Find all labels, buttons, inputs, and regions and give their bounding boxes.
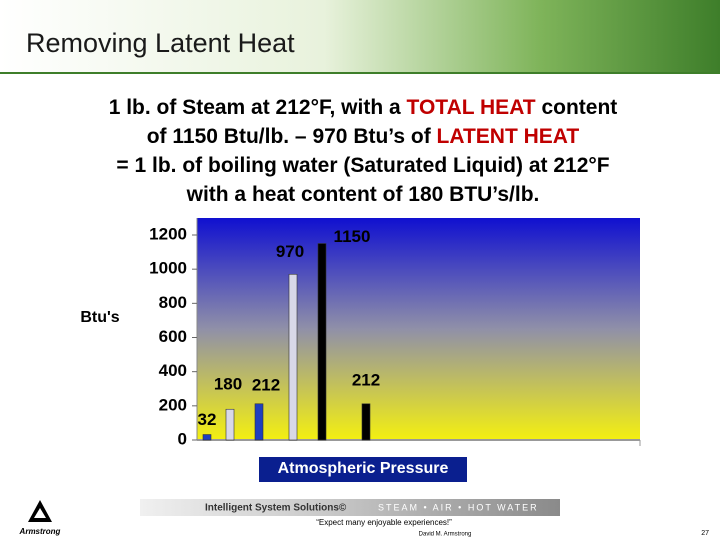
x-label-box <box>257 455 469 484</box>
bar <box>361 403 371 441</box>
y-axis-label: Btu's <box>80 309 119 326</box>
subtitle-segment: TOTAL HEAT <box>407 96 536 119</box>
y-tick-label: 200 <box>159 395 187 414</box>
data-label: 180 <box>214 375 242 394</box>
bar <box>225 408 235 441</box>
bar <box>202 434 212 441</box>
subtitle-segment: content <box>536 96 618 119</box>
bar <box>317 243 327 441</box>
x-axis-label: Atmospheric Pressure <box>278 460 449 477</box>
subtitle-segment: 1 lb. of Steam at 212°F, with a <box>109 96 407 119</box>
y-tick-label: 0 <box>178 429 187 448</box>
y-tick-label: 600 <box>159 327 187 346</box>
data-label: 212 <box>252 375 280 394</box>
footer-services: STEAM • AIR • HOT WATER <box>378 502 539 512</box>
y-tick-label: 1000 <box>149 259 187 278</box>
bar <box>288 273 298 441</box>
footer-author: David M. Armstrong <box>419 532 472 538</box>
subtitle-line: 1 lb. of Steam at 212°F, with a TOTAL HE… <box>109 96 618 119</box>
bar <box>254 403 264 441</box>
subtitle-line: = 1 lb. of boiling water (Saturated Liqu… <box>116 154 609 177</box>
y-tick-label: 400 <box>159 361 187 380</box>
logo-mark <box>28 500 52 522</box>
y-tick-label: 800 <box>159 293 187 312</box>
footer-tagline: Intelligent System Solutions© <box>205 503 347 514</box>
footer-band <box>140 499 560 516</box>
subtitle: 1 lb. of Steam at 212°F, with a TOTAL HE… <box>109 96 618 206</box>
data-label: 970 <box>276 242 304 261</box>
subtitle-segment: LATENT HEAT <box>437 125 580 148</box>
subtitle-segment: = 1 lb. of boiling water (Saturated Liqu… <box>116 154 609 177</box>
y-tick-label: 1200 <box>149 224 187 243</box>
subtitle-line: of 1150 Btu/lb. – 970 Btu’s of LATENT HE… <box>147 125 580 148</box>
chart: 0 200 400 600 800 1000 1200 32 180 212 970 1150 212 <box>149 224 380 448</box>
page-number: 27 <box>701 530 709 537</box>
data-label: 32 <box>198 410 217 429</box>
subtitle-segment: of 1150 Btu/lb. – 970 Btu’s of <box>147 125 437 148</box>
header-band <box>0 0 720 72</box>
data-label: 1150 <box>334 227 371 246</box>
data-label: 212 <box>352 370 380 389</box>
plot-area <box>197 218 640 440</box>
footer-quote: “Expect many enjoyable experiences!” <box>316 518 452 527</box>
subtitle-line: with a heat content of 180 BTU’s/lb. <box>186 183 540 206</box>
title: Removing Latent Heat <box>26 28 295 58</box>
logo-text: Armstrong <box>19 527 61 536</box>
subtitle-segment: with a heat content of 180 BTU’s/lb. <box>186 183 540 206</box>
